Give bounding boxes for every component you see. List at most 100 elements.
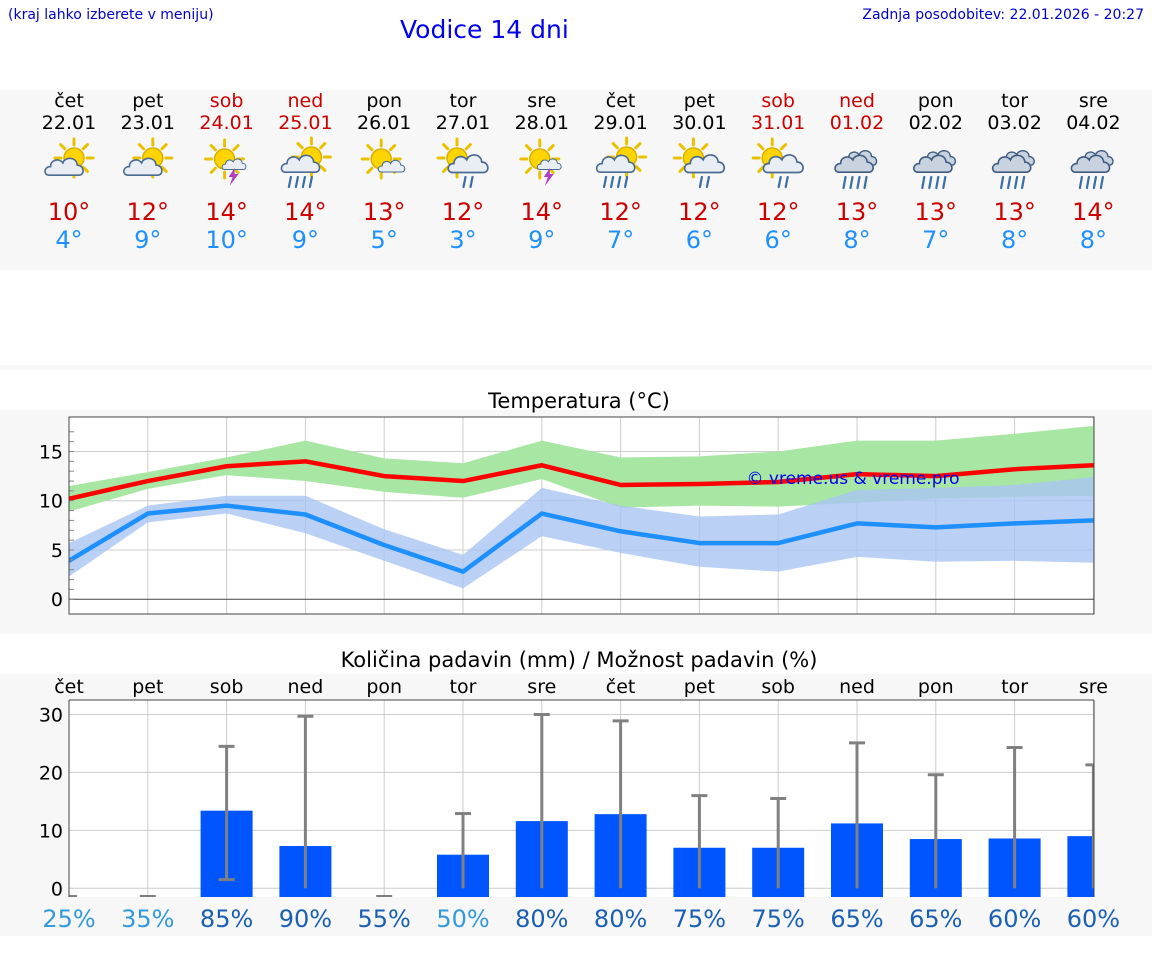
- max-temp: 13°: [363, 198, 406, 226]
- sun-ray: [611, 142, 619, 150]
- sun-cloud-drizzle-icon: [751, 137, 804, 189]
- cloud-shape: [221, 158, 247, 170]
- min-temperature-line: [69, 503, 1094, 574]
- sun-ray: [319, 164, 327, 172]
- day-name: tor: [1001, 90, 1028, 112]
- precipitation-probability: 65%: [830, 905, 883, 933]
- cloud-shape: [762, 154, 804, 174]
- rain-drop: [469, 175, 474, 189]
- cloud-icon: [991, 154, 1032, 173]
- x-category-label: pon: [366, 676, 402, 698]
- sun-ray: [524, 166, 533, 174]
- max-temp: 12°: [442, 198, 485, 226]
- x-category-label: čet: [54, 676, 84, 698]
- day-columns: čet22.0110°4°pet23.0112°9°sob24.0114°10°…: [42, 90, 1121, 254]
- min-range-band: [69, 477, 1094, 589]
- max-temperature-line: [69, 459, 1094, 501]
- precipitation-probability: 80%: [515, 905, 568, 933]
- day-date: 04.02: [1066, 112, 1120, 134]
- x-category-label: tor: [1001, 676, 1028, 698]
- min-temp: 4°: [55, 226, 82, 254]
- max-temp: 12°: [599, 198, 642, 226]
- sun-ray: [547, 144, 555, 152]
- max-temp: 12°: [127, 198, 170, 226]
- sun-icon: [519, 138, 561, 180]
- sun-cloud-icon: [44, 137, 95, 179]
- precipitation-probability: 90%: [279, 905, 332, 933]
- x-category-label: sob: [761, 676, 795, 698]
- cloud-rain-icon: [991, 150, 1035, 190]
- plot-frame: [68, 416, 1095, 615]
- lightning-icon: [543, 168, 554, 186]
- rain-drop: [698, 175, 704, 189]
- sun-ray: [137, 143, 146, 151]
- rain-drop: [842, 175, 847, 190]
- max-temp: 13°: [915, 198, 958, 226]
- max-temp: 10°: [48, 198, 91, 226]
- cloud-shape: [683, 154, 726, 174]
- precipitation-probability: 85%: [200, 905, 253, 933]
- chart-title: Temperatura (°C): [487, 389, 670, 413]
- sun-ray: [464, 143, 472, 151]
- sun-ray: [59, 143, 67, 151]
- rain-icon: [777, 175, 789, 189]
- cloud-shape: [280, 154, 321, 173]
- rain-icon: [1078, 175, 1105, 190]
- rain-icon: [999, 175, 1026, 190]
- sun-ray: [388, 144, 397, 152]
- cloud-shape: [595, 154, 636, 173]
- sun-ray: [366, 166, 374, 174]
- rain-drop: [616, 175, 622, 189]
- x-category-label: pet: [684, 676, 715, 698]
- x-category-label: ned: [288, 676, 324, 698]
- min-temp: 7°: [922, 226, 949, 254]
- cloud-icon: [447, 154, 489, 174]
- rain-drop: [863, 175, 868, 190]
- sun-ray: [81, 143, 89, 151]
- day-name: ned: [839, 90, 875, 112]
- sun-ray: [757, 143, 765, 151]
- min-temp: 8°: [1001, 226, 1028, 254]
- day-date: 26.01: [357, 112, 411, 134]
- y-tick-label: 15: [39, 441, 63, 463]
- rain-drop: [609, 175, 615, 189]
- sun-ray: [678, 143, 686, 151]
- x-category-label: sre: [527, 676, 556, 698]
- chart-title: Količina padavin (mm) / Možnost padavin …: [341, 648, 818, 672]
- lightning-icon: [228, 168, 239, 186]
- sun-ray: [757, 165, 765, 173]
- day-date: 24.01: [199, 112, 253, 134]
- max-temp: 14°: [205, 198, 248, 226]
- precipitation-chart: Količina padavin (mm) / Možnost padavin …: [39, 648, 1120, 933]
- cloud-shape: [913, 154, 953, 173]
- cloud-rain-icon: [913, 150, 957, 190]
- rain-drop: [1020, 175, 1026, 190]
- menu-hint: (kraj lahko izberete v meniju): [8, 7, 214, 23]
- day-name: sre: [1079, 90, 1108, 112]
- cloud-icon: [536, 158, 562, 170]
- plot-content: [69, 417, 1094, 614]
- day-name: pon: [366, 90, 402, 112]
- rain-drop: [777, 175, 782, 189]
- rain-drop: [928, 175, 933, 190]
- rain-drop: [1078, 175, 1084, 190]
- rain-drop: [1085, 175, 1091, 190]
- day-date: 22.01: [42, 112, 96, 134]
- cloud-shape: [834, 154, 874, 173]
- min-temp: 6°: [765, 226, 792, 254]
- separator-strip: [0, 365, 1152, 370]
- watermark: © vreme.us & vreme.pro: [746, 469, 959, 489]
- cloud-icon: [377, 159, 406, 173]
- sun-cloud-rain-icon: [280, 136, 332, 189]
- day-name: sob: [210, 90, 244, 112]
- cloud-shape: [991, 154, 1032, 173]
- forecast-panel: [0, 90, 1152, 270]
- sun-ray: [442, 143, 450, 151]
